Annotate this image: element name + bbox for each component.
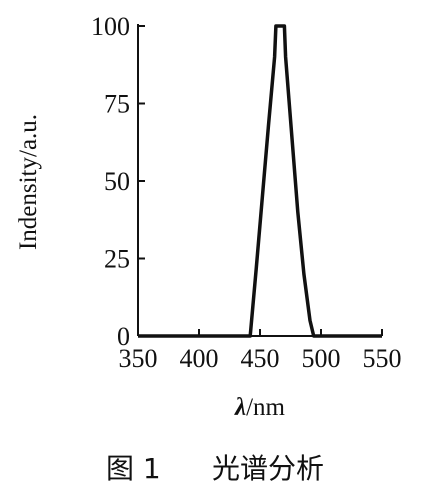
- x-axis-title-symbol: λ: [234, 394, 246, 421]
- x-tick-label-2: 450: [241, 344, 280, 373]
- x-tick-label-0: 350: [119, 344, 158, 373]
- x-axis-title: λ/nm: [234, 394, 286, 421]
- x-axis-title-unit: /nm: [246, 394, 285, 421]
- y-tick-label-3: 75: [104, 90, 130, 119]
- y-tick-label-1: 25: [104, 245, 130, 274]
- y-tick-label-0: 0: [117, 322, 130, 351]
- x-tick-label-3: 500: [302, 344, 341, 373]
- x-tick-label-4: 550: [363, 344, 402, 373]
- spectrum-line: [138, 24, 382, 338]
- figure-caption-label: 图 1: [106, 452, 161, 485]
- y-axis-ticks: 0 25 50 75 100: [91, 12, 145, 351]
- y-axis-title: Indensity/a.u.: [15, 114, 42, 250]
- y-tick-label-2: 50: [104, 167, 130, 196]
- y-tick-label-4: 100: [91, 12, 130, 41]
- x-tick-label-1: 400: [180, 344, 219, 373]
- figure-caption-text: 光谱分析: [212, 452, 324, 485]
